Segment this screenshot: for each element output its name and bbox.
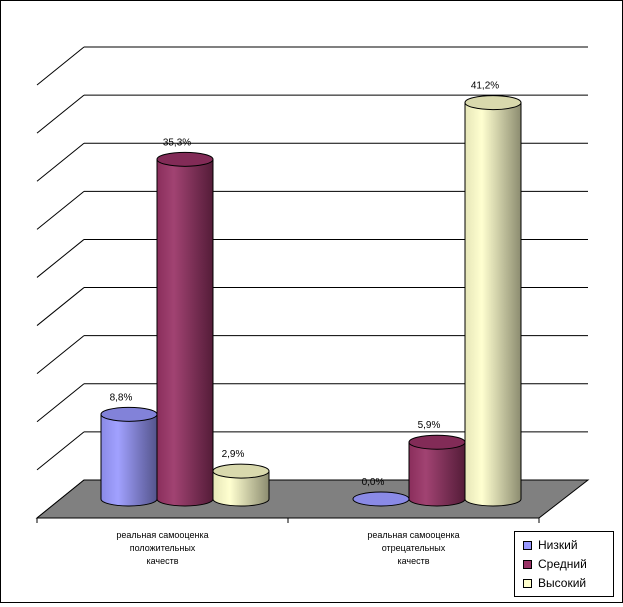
bar-cylinder-top (464, 95, 522, 111)
data-label: 0,0% (362, 477, 385, 488)
bar-cylinder-top (212, 463, 270, 479)
bar-cylinder-top (408, 434, 466, 450)
data-label: 2,9% (222, 449, 245, 460)
legend-swatch-low (523, 540, 532, 550)
data-label: 41,2% (471, 81, 499, 92)
category-label: качеств (146, 556, 178, 566)
bar-cylinder-body (156, 158, 214, 507)
category-label: реальная самооценка (116, 530, 208, 540)
wall-depth-line (36, 431, 85, 471)
category-label: положительных (130, 543, 196, 553)
wall-depth-line (36, 142, 85, 182)
wall-depth-line (36, 239, 85, 278)
bar-cylinder-body (408, 441, 466, 507)
wall-depth-line (36, 46, 85, 86)
legend-item-medium: Средний (523, 556, 587, 572)
category-label: отрецательных (382, 543, 446, 553)
legend-swatch-high (523, 578, 532, 588)
bar-cylinder-top (100, 406, 158, 422)
bar-cylinder-top (156, 151, 214, 167)
data-label: 35,3% (163, 137, 191, 148)
legend: Низкий Средний Высокий (514, 531, 614, 597)
wall-depth-line (36, 287, 85, 326)
wall-depth-line (36, 190, 85, 230)
wall-depth-line (36, 94, 85, 134)
bar-cylinder-top (352, 491, 410, 507)
data-label: 8,8% (110, 392, 133, 403)
category-label: качеств (397, 556, 429, 566)
category-label: реальная самооценка (367, 530, 459, 540)
legend-label-medium: Средний (538, 557, 587, 571)
legend-label-low: Низкий (538, 538, 578, 552)
bar-cylinder-body (212, 470, 270, 507)
legend-item-high: Высокий (523, 575, 586, 591)
bar-cylinder-body (464, 102, 522, 507)
bar-cylinder-body (100, 413, 158, 507)
legend-item-low: Низкий (523, 537, 578, 553)
wall-depth-line (36, 383, 85, 423)
data-label: 5,9% (418, 420, 441, 431)
wall-depth-line (36, 335, 85, 375)
legend-swatch-medium (523, 559, 532, 569)
legend-label-high: Высокий (538, 576, 587, 590)
